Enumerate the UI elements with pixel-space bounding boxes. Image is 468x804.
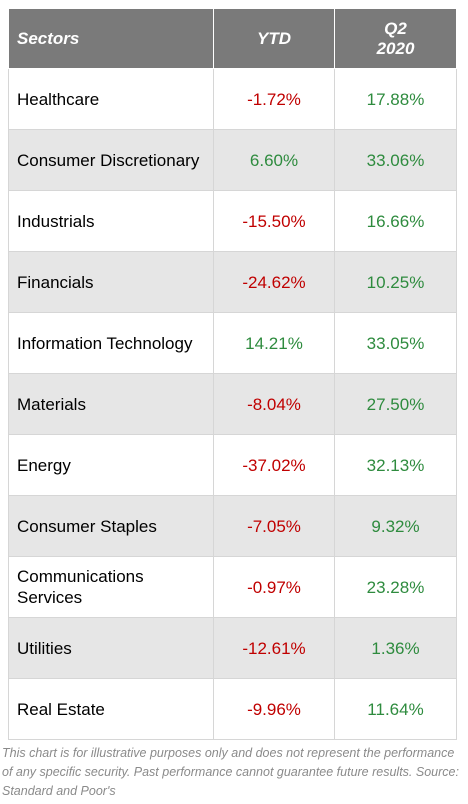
table-row: Consumer Discretionary 6.60% 33.06% xyxy=(8,129,457,191)
ytd-value: -8.04% xyxy=(213,373,335,435)
table-row: Communications Services -0.97% 23.28% xyxy=(8,556,457,618)
ytd-value: -24.62% xyxy=(213,251,335,313)
sector-name: Communications Services xyxy=(8,556,214,618)
table-row: Consumer Staples -7.05% 9.32% xyxy=(8,495,457,557)
ytd-value: -7.05% xyxy=(213,495,335,557)
table-row: Real Estate -9.96% 11.64% xyxy=(8,678,457,740)
ytd-value: 14.21% xyxy=(213,312,335,374)
table-row: Financials -24.62% 10.25% xyxy=(8,251,457,313)
sector-name: Financials xyxy=(8,251,214,313)
ytd-value: -1.72% xyxy=(213,68,335,130)
q2-2020-value: 16.66% xyxy=(334,190,457,252)
q2-2020-value: 11.64% xyxy=(334,678,457,740)
q2-2020-value: 23.28% xyxy=(334,556,457,618)
ytd-value: -9.96% xyxy=(213,678,335,740)
column-header-ytd: YTD xyxy=(213,8,335,69)
column-header-q2-2020: Q2 2020 xyxy=(334,8,457,69)
sector-name: Real Estate xyxy=(8,678,214,740)
q2-2020-value: 27.50% xyxy=(334,373,457,435)
sector-name: Materials xyxy=(8,373,214,435)
table-row: Energy -37.02% 32.13% xyxy=(8,434,457,496)
table-row: Industrials -15.50% 16.66% xyxy=(8,190,457,252)
ytd-value: -0.97% xyxy=(213,556,335,618)
q2-2020-value: 33.06% xyxy=(334,129,457,191)
ytd-value: -12.61% xyxy=(213,617,335,679)
sector-name: Consumer Discretionary xyxy=(8,129,214,191)
sector-name: Consumer Staples xyxy=(8,495,214,557)
q2-2020-value: 17.88% xyxy=(334,68,457,130)
table-row: Materials -8.04% 27.50% xyxy=(8,373,457,435)
sector-name: Energy xyxy=(8,434,214,496)
sector-name: Information Technology xyxy=(8,312,214,374)
ytd-value: -15.50% xyxy=(213,190,335,252)
q2-2020-value: 9.32% xyxy=(334,495,457,557)
footnote: This chart is for illustrative purposes … xyxy=(2,746,459,798)
q2-2020-value: 32.13% xyxy=(334,434,457,496)
q2-2020-value: 1.36% xyxy=(334,617,457,679)
ytd-value: -37.02% xyxy=(213,434,335,496)
header-row: Sectors YTD Q2 2020 xyxy=(8,8,457,69)
column-header-sectors: Sectors xyxy=(8,8,214,69)
ytd-value: 6.60% xyxy=(213,129,335,191)
table-row: Healthcare -1.72% 17.88% xyxy=(8,68,457,130)
sector-name: Industrials xyxy=(8,190,214,252)
q2-2020-value: 10.25% xyxy=(334,251,457,313)
column-header-q2-2020-text: Q2 2020 xyxy=(376,18,415,58)
table-row: Utilities -12.61% 1.36% xyxy=(8,617,457,679)
sector-performance-table: Sectors YTD Q2 2020 Healthcare -1.72% 17.8… xyxy=(8,8,457,740)
q2-2020-value: 33.05% xyxy=(334,312,457,374)
table-body: Healthcare -1.72% 17.88% Consumer Discretio… xyxy=(8,68,457,740)
sector-name: Utilities xyxy=(8,617,214,679)
table-row: Information Technology 14.21% 33.05% xyxy=(8,312,457,374)
sector-name: Healthcare xyxy=(8,68,214,130)
